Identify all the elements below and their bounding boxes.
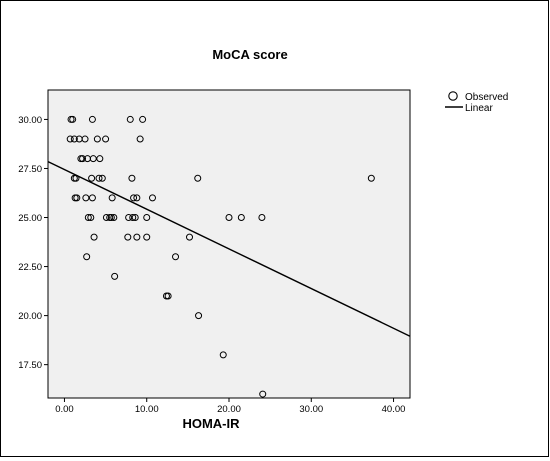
x-axis: 0.00 10.00 20.00 30.00 40.00 bbox=[55, 398, 405, 415]
observed-point bbox=[111, 272, 119, 280]
observed-point bbox=[69, 115, 77, 123]
observed-point bbox=[143, 233, 151, 241]
observed-point bbox=[367, 174, 375, 182]
y-tick-label: 25.00 bbox=[18, 213, 42, 224]
plot-area bbox=[47, 89, 411, 399]
observed-point bbox=[96, 155, 104, 163]
legend-observed-label: Observed bbox=[465, 92, 508, 103]
observed-point bbox=[133, 233, 141, 241]
observed-point bbox=[79, 155, 87, 163]
x-tick-label: 20.00 bbox=[217, 404, 241, 415]
observed-point bbox=[83, 253, 91, 261]
observed-point bbox=[124, 233, 132, 241]
x-axis-label: HOMA-IR bbox=[182, 416, 240, 431]
observed-point bbox=[88, 194, 96, 202]
observed-point bbox=[130, 194, 138, 202]
observed-point bbox=[194, 174, 202, 182]
observed-point bbox=[95, 174, 103, 182]
x-tick-label: 40.00 bbox=[382, 404, 406, 415]
y-tick-label: 17.50 bbox=[18, 360, 42, 371]
observed-point bbox=[186, 233, 194, 241]
observed-point bbox=[81, 135, 89, 143]
observed-point bbox=[128, 174, 136, 182]
y-tick-label: 22.50 bbox=[18, 262, 42, 273]
observed-point bbox=[237, 214, 245, 222]
observed-point bbox=[139, 115, 147, 123]
observed-point bbox=[133, 194, 141, 202]
observed-point bbox=[172, 253, 180, 261]
observed-point bbox=[89, 155, 97, 163]
observed-point bbox=[259, 390, 267, 398]
linear-fit-line bbox=[47, 160, 411, 337]
observed-point bbox=[131, 214, 139, 222]
x-tick-label: 30.00 bbox=[299, 404, 323, 415]
observed-point bbox=[148, 194, 156, 202]
chart-title: MoCA score bbox=[212, 47, 287, 62]
observed-point bbox=[93, 135, 101, 143]
observed-point bbox=[107, 214, 115, 222]
observed-point bbox=[98, 174, 106, 182]
observed-point bbox=[90, 233, 98, 241]
observed-points bbox=[66, 115, 375, 398]
legend: Observed Linear bbox=[445, 91, 508, 114]
observed-point bbox=[108, 194, 116, 202]
observed-point bbox=[66, 135, 74, 143]
observed-point bbox=[70, 135, 78, 143]
y-tick-label: 20.00 bbox=[18, 311, 42, 322]
observed-point bbox=[102, 214, 110, 222]
observed-point bbox=[102, 135, 110, 143]
observed-point bbox=[143, 214, 151, 222]
observed-point bbox=[129, 214, 137, 222]
linear-fit-layer bbox=[47, 160, 411, 337]
observed-point bbox=[219, 351, 227, 359]
y-tick-label: 27.50 bbox=[18, 164, 42, 175]
x-tick-label: 0.00 bbox=[55, 404, 74, 415]
legend-linear-label: Linear bbox=[465, 103, 493, 114]
y-axis: 17.50 20.00 22.50 25.00 27.50 30.00 bbox=[18, 115, 48, 371]
observed-point bbox=[88, 174, 96, 182]
observed-point bbox=[84, 214, 92, 222]
observed-point bbox=[258, 214, 266, 222]
observed-point bbox=[110, 214, 118, 222]
observed-point bbox=[195, 312, 203, 320]
observed-point bbox=[136, 135, 144, 143]
observed-point bbox=[126, 115, 134, 123]
legend-observed-marker bbox=[448, 91, 458, 101]
observed-point bbox=[73, 194, 81, 202]
x-tick-label: 10.00 bbox=[135, 404, 159, 415]
observed-point bbox=[88, 115, 96, 123]
observed-point bbox=[164, 292, 172, 300]
y-tick-label: 30.00 bbox=[18, 115, 42, 126]
observed-point bbox=[225, 214, 233, 222]
observed-point bbox=[82, 194, 90, 202]
observed-point bbox=[87, 214, 95, 222]
observed-point bbox=[125, 214, 133, 222]
